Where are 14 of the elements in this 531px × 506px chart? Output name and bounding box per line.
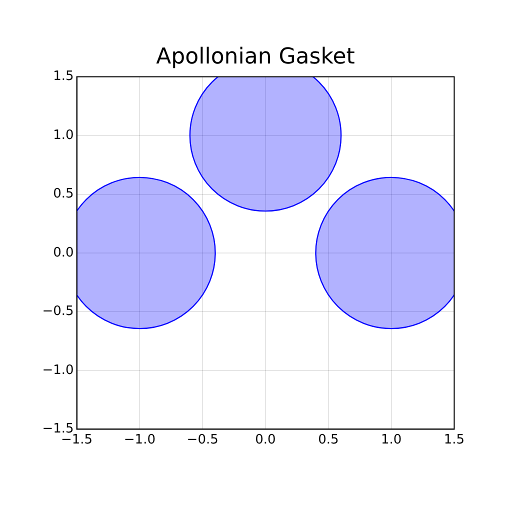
x-tick-label: 1.0 xyxy=(380,432,402,448)
y-tick-label: −1.0 xyxy=(42,362,74,378)
y-tick-label: 1.5 xyxy=(53,69,74,84)
x-tick-label: −0.5 xyxy=(186,432,218,448)
y-tick-label: −0.5 xyxy=(42,304,74,320)
x-tick-label: −1.0 xyxy=(124,432,156,448)
y-tick-label: 1.0 xyxy=(53,128,74,143)
y-tick-label: 0.0 xyxy=(53,245,74,260)
y-tick-label: −1.5 xyxy=(42,422,74,437)
x-tick-label: 0.0 xyxy=(255,432,276,448)
x-tick-label: 0.5 xyxy=(318,432,339,448)
chart-title: Apollonian Gasket xyxy=(156,44,356,70)
y-tick-label: 0.5 xyxy=(53,186,74,202)
x-tick-label: 1.5 xyxy=(444,432,465,448)
